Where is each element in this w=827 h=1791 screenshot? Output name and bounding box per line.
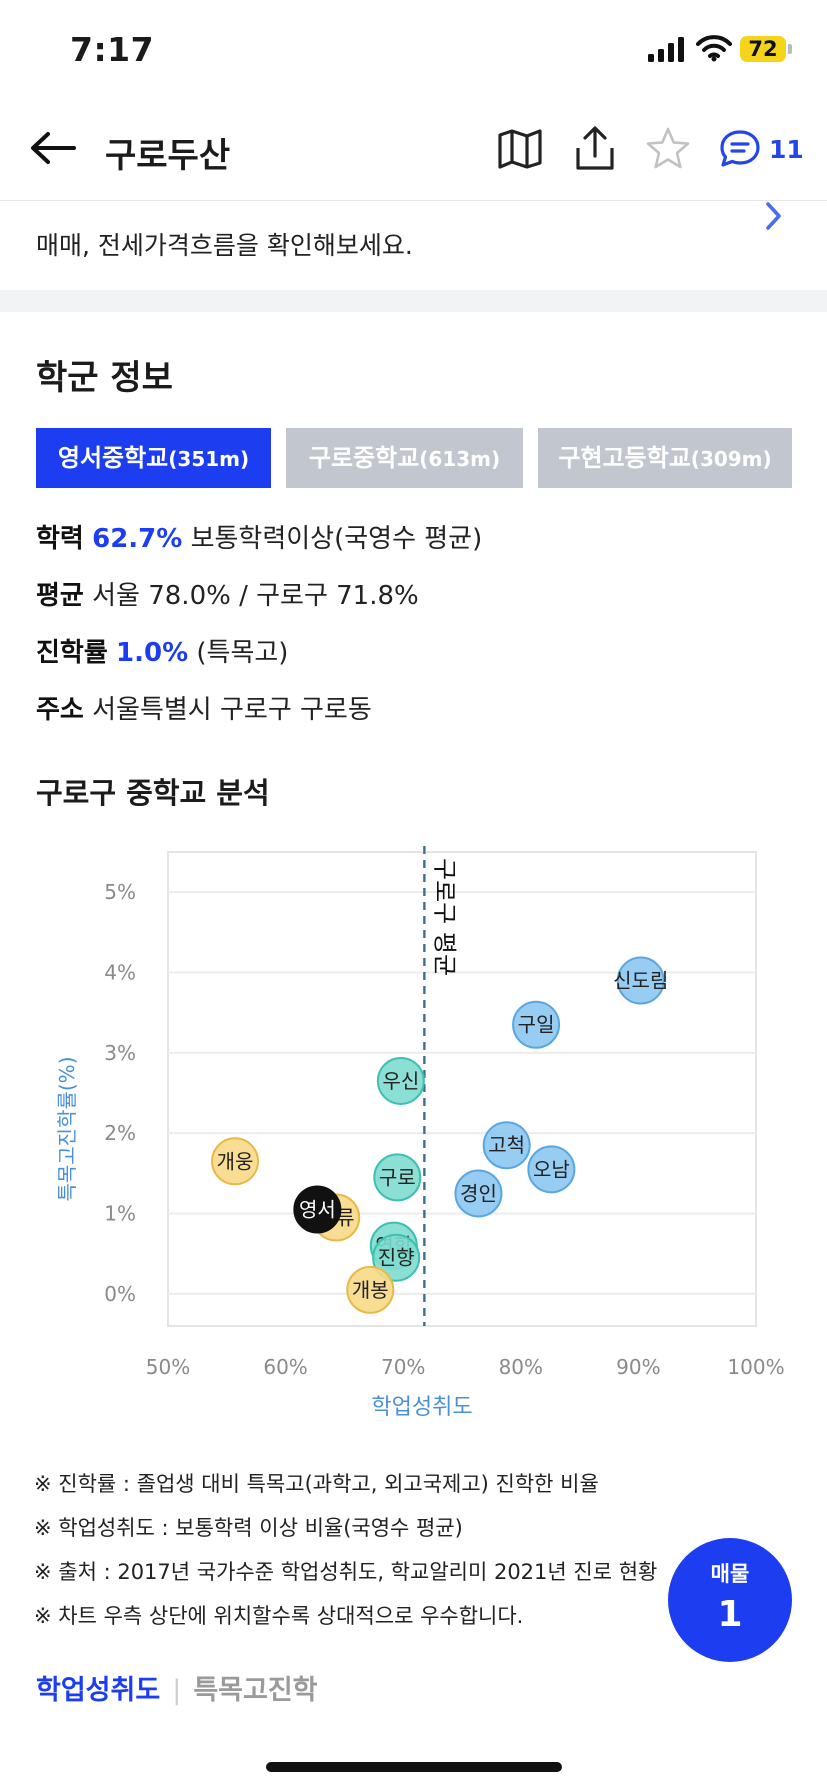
tab-separator: | <box>172 1675 182 1706</box>
school-section-title: 학군 정보 <box>36 358 173 398</box>
scatter-point <box>372 1233 421 1282</box>
tab-school-3-label: 구현고등학교 <box>558 444 691 472</box>
achievement-label: 학력 <box>36 524 84 554</box>
listings-count: 1 <box>717 1594 743 1635</box>
advancement-value: 1.0% <box>116 638 189 668</box>
note-position: ※ 차트 우측 상단에 위치할수록 상대적으로 우수합니다. <box>34 1604 524 1628</box>
listings-button[interactable]: 매물 1 <box>668 1538 792 1662</box>
note-advancement: ※ 진학률 : 졸업생 대비 특목고(과학고, 외고국제고) 진학한 비율 <box>34 1472 599 1496</box>
achievement-desc: 보통학력이상(국영수 평균) <box>190 524 483 554</box>
map-icon[interactable] <box>497 128 543 170</box>
y-axis-label: 특목고진학률(%) <box>55 1056 79 1201</box>
scatter-point <box>512 1000 561 1049</box>
info-advancement: 진학률 1.0% (특목고) <box>36 632 288 669</box>
advancement-desc: (특목고) <box>196 638 289 668</box>
point-label: 개웅 <box>217 1149 254 1173</box>
point-label: 우신 <box>382 1069 419 1093</box>
point-label: 구일 <box>518 1013 555 1037</box>
x-tick-label: 50% <box>146 1355 190 1379</box>
point-label: 진향 <box>378 1246 415 1270</box>
y-tick-label: 4% <box>104 961 136 985</box>
header-divider <box>0 200 827 201</box>
x-tick-label: 80% <box>499 1355 543 1379</box>
listings-label: 매물 <box>710 1562 750 1586</box>
achievement-value: 62.7% <box>92 524 183 554</box>
advancement-label: 진학률 <box>36 638 108 668</box>
scatter-point <box>454 1169 503 1218</box>
back-arrow-icon[interactable] <box>28 130 78 166</box>
address-value: 서울특별시 구로구 구로동 <box>92 695 372 725</box>
y-tick-label: 0% <box>104 1282 136 1306</box>
wifi-icon <box>696 35 732 62</box>
comment-count[interactable]: 11 <box>769 135 804 164</box>
tab-school-2-label: 구로중학교 <box>308 444 420 472</box>
address-label: 주소 <box>36 695 84 725</box>
point-label: 고척 <box>488 1133 525 1157</box>
scatter-point <box>482 1121 531 1170</box>
tab-school-1-label: 영서중학교 <box>57 444 169 472</box>
scatter-point <box>616 956 665 1005</box>
tab-school-3-distance: (309m) <box>690 447 772 471</box>
point-label: 신도림 <box>613 969 668 993</box>
status-time: 7:17 <box>70 30 155 69</box>
star-icon[interactable] <box>645 126 691 170</box>
reference-line-label: 구로구 평균 <box>430 858 458 976</box>
y-tick-label: 5% <box>104 880 136 904</box>
signal-icon <box>648 37 684 62</box>
price-section-description: 매매, 전세가격흐름을 확인해보세요. <box>36 231 413 260</box>
tab-school-2-distance: (613m) <box>419 447 501 471</box>
chevron-right-icon[interactable] <box>764 200 784 232</box>
y-tick-label: 1% <box>104 1202 136 1226</box>
tab-special-advancement[interactable]: 특목고진학 <box>193 1675 318 1706</box>
point-label: 개봉 <box>352 1278 389 1302</box>
info-average: 평균 서울 78.0% / 구로구 71.8% <box>36 575 419 612</box>
scatter-point <box>293 1185 342 1234</box>
chart-title: 구로구 중학교 분석 <box>36 776 270 810</box>
battery-tip <box>788 44 792 54</box>
comment-icon[interactable] <box>718 128 762 170</box>
scatter-point <box>527 1145 576 1194</box>
home-indicator[interactable] <box>266 1762 562 1772</box>
average-value: 서울 78.0% / 구로구 71.8% <box>92 581 419 611</box>
battery-icon: 72 <box>740 36 786 62</box>
y-tick-label: 2% <box>104 1121 136 1145</box>
info-achievement: 학력 62.7% 보통학력이상(국영수 평균) <box>36 518 482 555</box>
page-title: 구로두산 <box>105 136 231 176</box>
x-tick-label: 90% <box>616 1355 660 1379</box>
y-tick-label: 3% <box>104 1041 136 1065</box>
plot-area <box>167 851 757 1327</box>
point-label: 경인 <box>460 1181 497 1205</box>
point-label: 구로 <box>379 1165 416 1189</box>
note-achievement: ※ 학업성취도 : 보통학력 이상 비율(국영수 평균) <box>34 1516 463 1540</box>
tab-school-1-distance: (351m) <box>168 447 250 471</box>
x-axis-label: 학업성취도 <box>371 1395 472 1420</box>
tab-school-1[interactable]: 영서중학교(351m) <box>36 428 271 488</box>
x-tick-label: 70% <box>381 1355 425 1379</box>
point-label: 오남 <box>533 1157 570 1181</box>
scatter-point <box>376 1056 425 1105</box>
section-divider <box>0 290 827 312</box>
chart-tabs: 학업성취도 | 특목고진학 <box>36 1668 318 1707</box>
info-address: 주소 서울특별시 구로구 구로동 <box>36 689 372 726</box>
point-label: 영서 <box>299 1198 336 1222</box>
tab-achievement[interactable]: 학업성취도 <box>36 1675 161 1706</box>
share-icon[interactable] <box>574 124 616 172</box>
tab-school-3[interactable]: 구현고등학교(309m) <box>538 428 792 488</box>
scatter-point <box>211 1137 260 1186</box>
tab-school-2[interactable]: 구로중학교(613m) <box>286 428 523 488</box>
scatter-point <box>373 1153 422 1202</box>
x-tick-label: 60% <box>263 1355 307 1379</box>
average-label: 평균 <box>36 581 84 611</box>
scatter-point <box>346 1265 395 1314</box>
note-source: ※ 출처 : 2017년 국가수준 학업성취도, 학교알리미 2021년 진로 … <box>34 1560 658 1584</box>
x-tick-label: 100% <box>727 1355 784 1379</box>
scatter-chart: 0% 1% 2% 3% 4% 5% 50% 60% 70% 80% 90% 100% 학업성취도 특목고진… <box>55 846 785 1420</box>
